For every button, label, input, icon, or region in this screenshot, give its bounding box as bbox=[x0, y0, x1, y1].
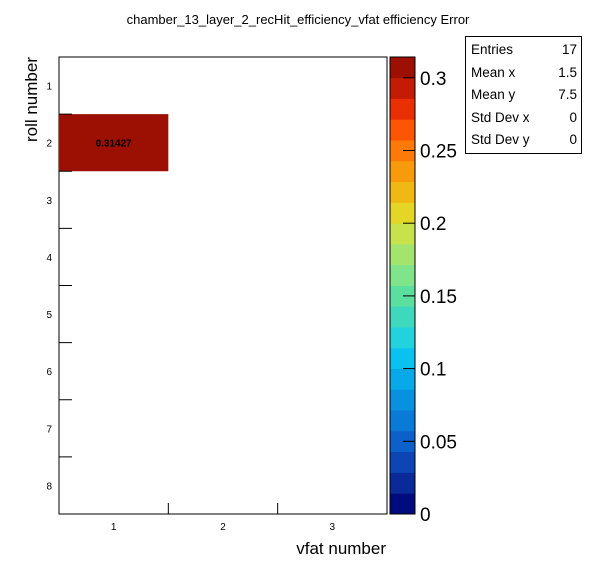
y-axis-label: roll number bbox=[22, 57, 41, 142]
stats-mean-y: Mean y 7.5 bbox=[471, 84, 577, 106]
stats-stddev-y-value: 0 bbox=[569, 132, 577, 147]
y-tick-label: 5 bbox=[46, 310, 52, 321]
z-tick-label: 0.15 bbox=[420, 287, 457, 308]
z-tick-label: 0.05 bbox=[420, 432, 457, 453]
palette-swatch bbox=[390, 327, 415, 349]
x-tick-label: 1 bbox=[111, 522, 117, 533]
stats-stddev-x: Std Dev x 0 bbox=[471, 107, 577, 129]
palette-swatch bbox=[390, 57, 415, 79]
y-tick-label: 4 bbox=[46, 253, 52, 264]
stats-stddev-y-label: Std Dev y bbox=[471, 132, 530, 147]
palette-swatch bbox=[390, 243, 415, 266]
axes: 1 2 3 1 2 3 4 5 6 7 8 bbox=[46, 82, 335, 533]
y-tick-label: 2 bbox=[46, 139, 52, 150]
stats-mean-x-value: 1.5 bbox=[558, 65, 577, 80]
stats-mean-y-value: 7.5 bbox=[558, 87, 577, 102]
palette-swatch bbox=[390, 223, 415, 245]
palette-swatch bbox=[390, 472, 415, 494]
palette-swatch bbox=[390, 430, 415, 453]
stats-mean-x-label: Mean x bbox=[471, 65, 516, 80]
stats-mean-x: Mean x 1.5 bbox=[471, 62, 577, 84]
y-tick-label: 7 bbox=[46, 424, 52, 435]
z-tick-label: 0.25 bbox=[420, 141, 457, 162]
palette-swatch bbox=[390, 77, 415, 99]
palette-swatch bbox=[390, 306, 415, 328]
stats-box: Entries 17 Mean x 1.5 Mean y 7.5 Std Dev… bbox=[465, 36, 582, 154]
palette-frame bbox=[389, 56, 416, 515]
palette-swatch bbox=[390, 285, 415, 307]
palette-swatch bbox=[390, 389, 415, 411]
stats-entries: Entries 17 bbox=[471, 39, 577, 61]
palette-swatch bbox=[390, 140, 415, 162]
y-tick-label: 8 bbox=[46, 481, 52, 492]
z-tick-label: 0.1 bbox=[420, 360, 446, 381]
color-scale: 0 0.05 0.1 0.15 0.2 0.25 0.3 bbox=[389, 56, 457, 526]
palette-swatch bbox=[390, 493, 415, 515]
stats-entries-label: Entries bbox=[471, 42, 514, 57]
palette-swatch bbox=[390, 451, 415, 473]
y-tick-label: 6 bbox=[46, 367, 52, 378]
stats-mean-y-label: Mean y bbox=[471, 87, 516, 102]
cell-value-label: 0.31427 bbox=[96, 139, 133, 150]
palette-swatch bbox=[390, 347, 415, 369]
heatmap-cell-1-2 bbox=[59, 114, 169, 172]
palette-swatch bbox=[390, 98, 415, 120]
palette-swatch bbox=[390, 119, 415, 141]
y-tick-label: 1 bbox=[46, 82, 52, 93]
z-tick-label: 0.2 bbox=[420, 214, 446, 235]
stats-stddev-y: Std Dev y 0 bbox=[471, 129, 577, 151]
stats-stddev-x-label: Std Dev x bbox=[471, 110, 530, 125]
z-tick-label: 0 bbox=[420, 505, 431, 526]
z-tick-label: 0.3 bbox=[420, 69, 446, 90]
palette-swatch bbox=[390, 264, 415, 286]
palette-swatch bbox=[390, 202, 415, 224]
chart-title: chamber_13_layer_2_recHit_efficiency_vfa… bbox=[127, 12, 470, 27]
palette-swatch bbox=[390, 368, 415, 390]
stats-entries-value: 17 bbox=[561, 42, 577, 57]
palette-swatch bbox=[390, 160, 415, 183]
x-tick-label: 2 bbox=[220, 522, 226, 533]
x-axis-label: vfat number bbox=[296, 539, 386, 558]
palette-swatch bbox=[390, 181, 415, 203]
stats-stddev-x-value: 0 bbox=[569, 110, 577, 125]
heatmap-cells: 0.31427 bbox=[59, 114, 169, 172]
y-tick-label: 3 bbox=[46, 196, 52, 207]
palette-swatch bbox=[390, 410, 415, 432]
x-tick-label: 3 bbox=[330, 522, 336, 533]
